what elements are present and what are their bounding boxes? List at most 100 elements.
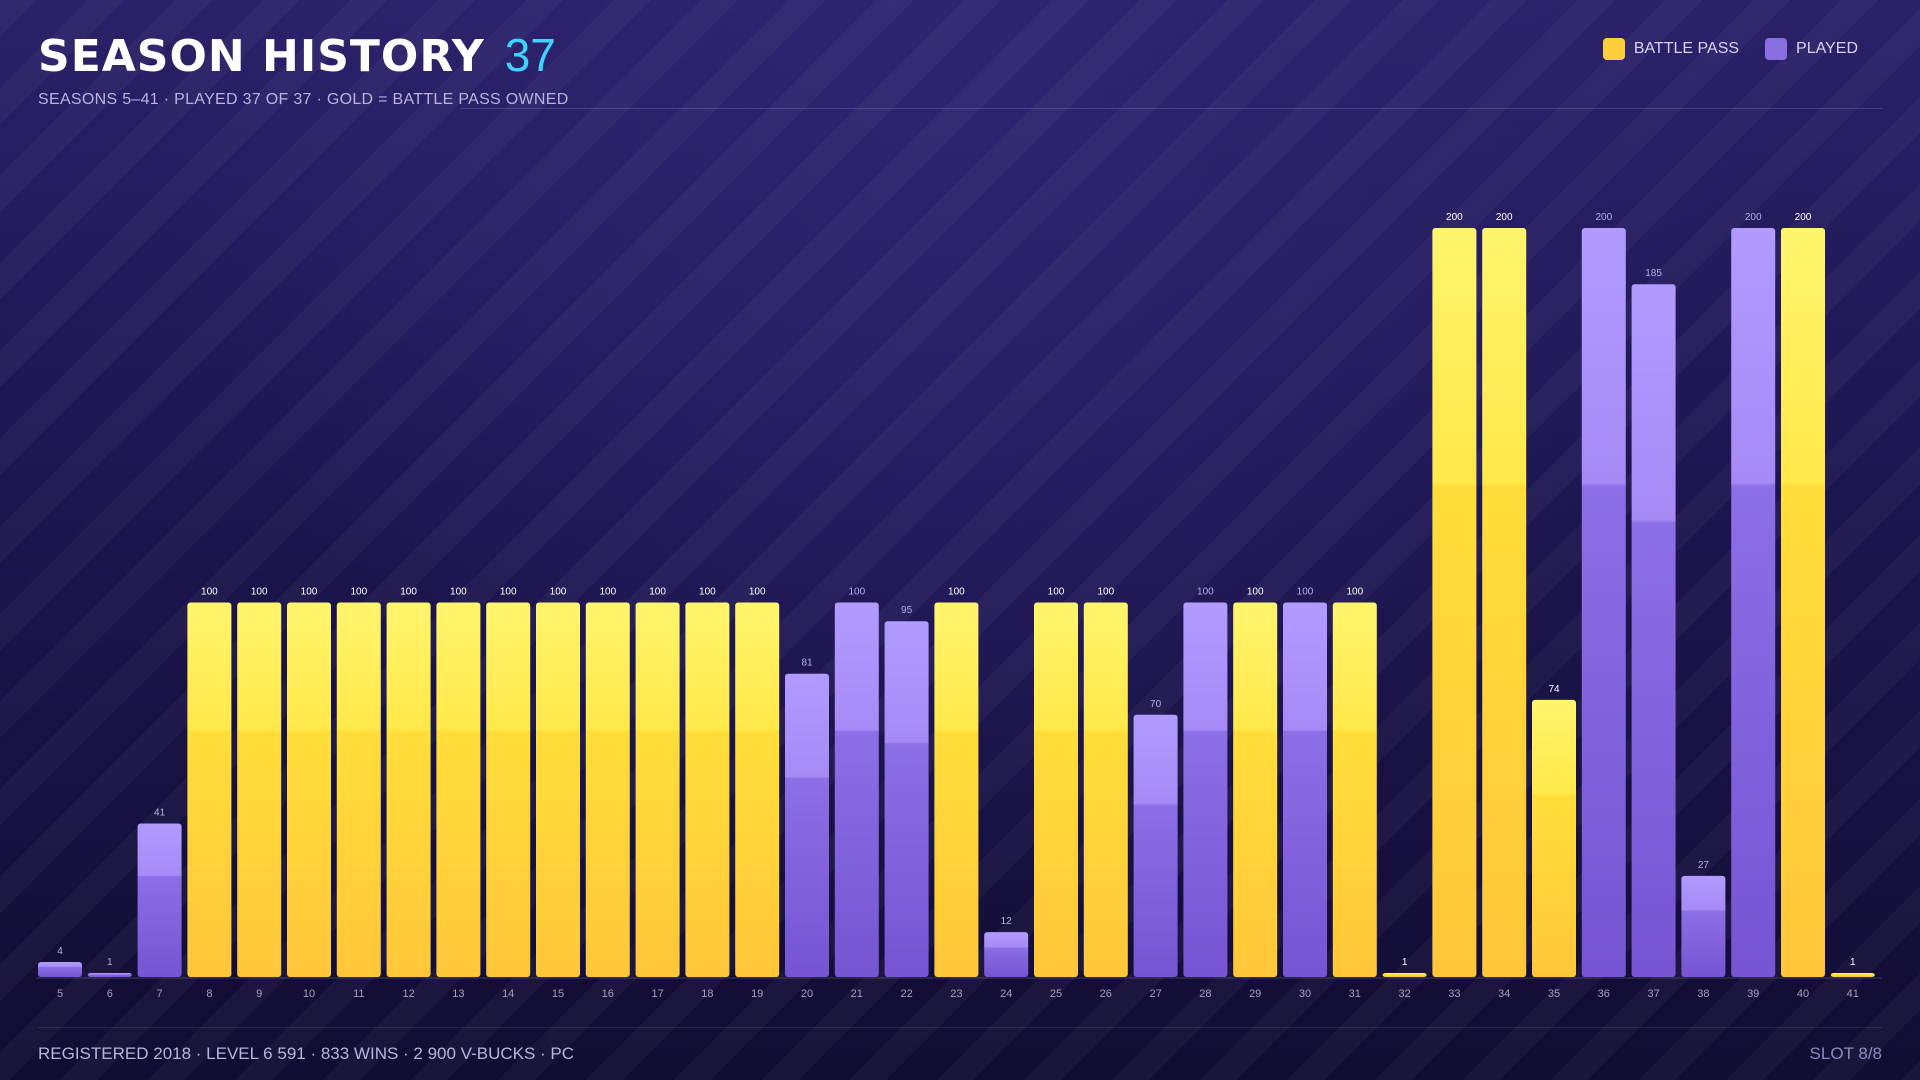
bar-season-36 [1581,228,1626,977]
bar-season-10 [287,602,331,977]
season-count: 37 [504,29,556,81]
bar-season-39 [1731,228,1776,977]
value-label-season-34: 200 [1496,212,1513,223]
bar-season-40 [1781,228,1825,977]
tick-label-season-31: 31 [1349,988,1361,1000]
value-label-season-15: 100 [550,587,567,598]
legend-label-played: PLAYED [1796,40,1858,57]
tick-label-season-26: 26 [1100,988,1112,1000]
tick-label-season-23: 23 [950,988,962,1000]
tick-label-season-36: 36 [1598,988,1610,1000]
bar-season-26 [1083,602,1128,977]
value-label-season-18: 100 [699,587,716,598]
tick-label-season-29: 29 [1249,988,1261,1000]
tick-label-season-20: 20 [801,988,813,1000]
bar-season-28 [1183,602,1228,977]
battle-pass-swatch [1602,38,1625,60]
bar-season-12 [386,602,431,977]
value-label-season-27: 70 [1150,699,1162,710]
bar-season-35 [1532,699,1576,977]
bar-season-27 [1133,714,1178,977]
tick-label-season-14: 14 [502,988,514,1000]
bar-season-20 [785,673,829,977]
value-label-season-12: 100 [400,587,417,598]
footer-divider [38,1027,1882,1028]
tick-label-season-9: 9 [256,988,262,1000]
value-label-season-6: 1 [107,957,113,968]
page-title: SEASON HISTORY [38,31,485,82]
value-label-season-37: 185 [1645,268,1662,279]
tick-label-season-28: 28 [1199,988,1211,1000]
tick-label-season-24: 24 [1000,988,1012,1000]
bar-season-18 [685,602,730,977]
tick-label-season-34: 34 [1498,988,1510,1000]
value-label-season-14: 100 [500,587,517,598]
legend-item-battle-pass: BATTLE PASS [1602,38,1740,60]
played-swatch [1765,38,1788,60]
bar-season-33 [1432,228,1477,977]
value-label-season-30: 100 [1297,587,1314,598]
legend-item-played: PLAYED [1765,38,1858,60]
value-label-season-38: 27 [1698,860,1710,871]
bar-season-31 [1332,602,1377,977]
value-label-season-11: 100 [350,587,367,598]
bar-season-17 [635,602,680,977]
value-label-season-13: 100 [450,587,467,598]
tick-label-season-27: 27 [1149,988,1161,1000]
bar-season-24 [984,932,1029,977]
tick-label-season-21: 21 [851,988,863,1000]
tick-label-season-35: 35 [1548,988,1560,1000]
bar-season-6 [87,973,132,977]
bar-season-9 [237,602,282,977]
value-label-season-24: 12 [1001,916,1013,927]
tick-label-season-30: 30 [1299,988,1311,1000]
tick-label-season-40: 40 [1797,988,1809,1000]
value-label-season-20: 81 [801,658,813,669]
bar-season-29 [1233,602,1278,977]
page-subtitle: SEASONS 5–41 · PLAYED 37 OF 37 · GOLD = … [38,91,569,108]
tick-label-season-38: 38 [1697,988,1709,1000]
tick-labels-group: 5 6 7 8 9 10 11 12 13 14 15 16 17 18 19 20 21 22 23 24 25 26 2… [57,988,1859,1000]
tick-label-season-37: 37 [1647,988,1659,1000]
value-label-season-28: 100 [1197,587,1214,598]
bar-season-16 [585,602,630,977]
value-label-season-23: 100 [948,587,965,598]
tick-label-season-32: 32 [1398,988,1410,1000]
tick-label-season-16: 16 [602,988,614,1000]
value-label-season-39: 200 [1745,212,1762,223]
profile-summary: REGISTERED 2018 · LEVEL 6 591 · 833 WINS… [38,1044,575,1063]
tick-label-season-7: 7 [157,988,163,1000]
tick-label-season-13: 13 [452,988,464,1000]
tick-label-season-15: 15 [552,988,564,1000]
bar-season-15 [536,602,580,977]
tick-label-season-39: 39 [1747,988,1759,1000]
bar-season-23 [934,602,979,977]
bar-season-14 [486,602,531,977]
tick-label-season-17: 17 [651,988,663,1000]
bar-season-22 [884,621,929,977]
bar-season-8 [187,602,232,977]
bar-season-38 [1681,875,1726,977]
value-label-season-5: 4 [57,946,63,957]
value-label-season-7: 41 [154,808,166,819]
legend-label-battle-pass: BATTLE PASS [1633,40,1740,57]
tick-label-season-33: 33 [1448,988,1460,1000]
value-label-season-21: 100 [848,587,865,598]
bar-season-30 [1283,602,1327,977]
bar-season-32 [1382,973,1427,977]
header-divider [460,108,1882,109]
value-label-season-36: 200 [1595,212,1612,223]
bar-season-41 [1830,973,1875,977]
value-label-season-29: 100 [1247,587,1264,598]
tick-label-season-8: 8 [206,988,212,1000]
bar-season-25 [1034,602,1078,977]
bar-season-7 [137,823,182,977]
value-label-season-16: 100 [599,587,616,598]
bar-season-19 [735,602,780,977]
bar-season-11 [336,602,381,977]
tick-label-season-10: 10 [303,988,315,1000]
tick-label-season-11: 11 [353,988,364,1000]
